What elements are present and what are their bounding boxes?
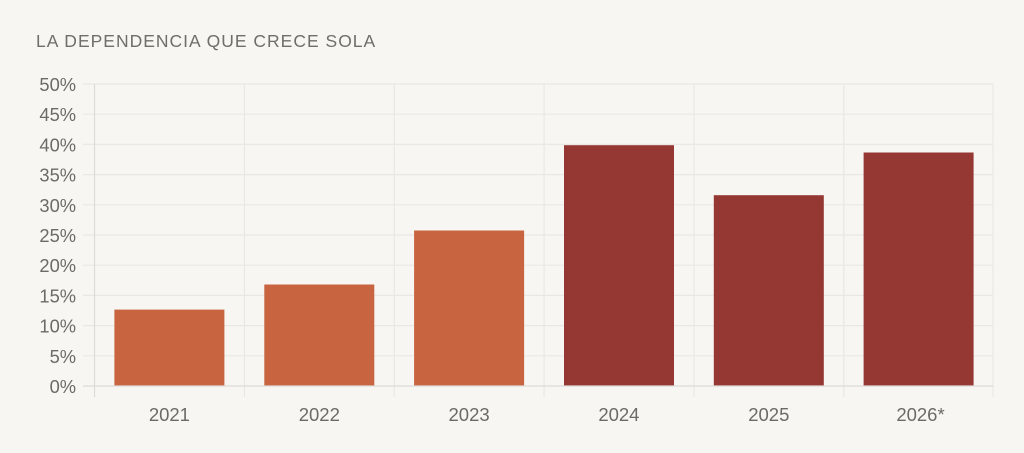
svg-text:2025: 2025 bbox=[748, 404, 789, 425]
svg-text:2023: 2023 bbox=[449, 404, 490, 425]
svg-text:2022: 2022 bbox=[299, 404, 340, 425]
svg-text:2021: 2021 bbox=[149, 404, 190, 425]
svg-text:LA DEPENDENCIA QUE CRECE SOLA: LA DEPENDENCIA QUE CRECE SOLA bbox=[36, 31, 376, 51]
svg-text:2026*: 2026* bbox=[896, 404, 944, 425]
svg-text:5%: 5% bbox=[50, 346, 76, 367]
svg-text:40%: 40% bbox=[39, 134, 76, 155]
svg-text:45%: 45% bbox=[39, 104, 76, 125]
svg-text:15%: 15% bbox=[39, 285, 76, 306]
svg-text:2024: 2024 bbox=[598, 404, 639, 425]
svg-text:25%: 25% bbox=[39, 225, 76, 246]
svg-text:35%: 35% bbox=[39, 165, 76, 186]
svg-text:30%: 30% bbox=[39, 195, 76, 216]
svg-text:20%: 20% bbox=[39, 255, 76, 276]
svg-text:0%: 0% bbox=[50, 376, 76, 397]
svg-text:50%: 50% bbox=[39, 74, 76, 95]
svg-text:10%: 10% bbox=[39, 316, 76, 337]
